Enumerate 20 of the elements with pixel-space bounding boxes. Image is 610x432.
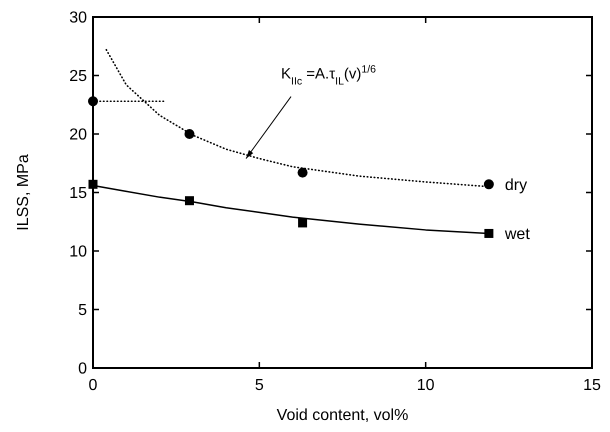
y-tick-label: 15 (69, 185, 88, 202)
series-label: wet (504, 226, 530, 244)
annotation: K$_{IIc}$ =A.τ$_{IL}$(v)$^{1/6}$ (281, 64, 376, 88)
x-tick-label: 15 (583, 377, 601, 394)
x-tick-label: 10 (416, 377, 435, 394)
y-axis-title: ILSS, MPa (15, 154, 32, 231)
point (298, 168, 308, 178)
y-tick-label: 20 (69, 126, 88, 144)
point (298, 218, 308, 228)
point (484, 179, 494, 190)
y-tick-label: 30 (69, 10, 88, 27)
y-tick-label: 10 (69, 244, 88, 261)
x-tick-label: 0 (88, 377, 98, 394)
series-label: dry (504, 176, 528, 194)
y-tick-label: 5 (78, 302, 88, 320)
y-tick-label: 0 (78, 360, 88, 378)
point (484, 228, 494, 238)
x-axis-title: Void content, vol% (276, 407, 408, 424)
x-tick-label: 5 (254, 377, 264, 394)
y-tick-label: 25 (69, 68, 88, 86)
